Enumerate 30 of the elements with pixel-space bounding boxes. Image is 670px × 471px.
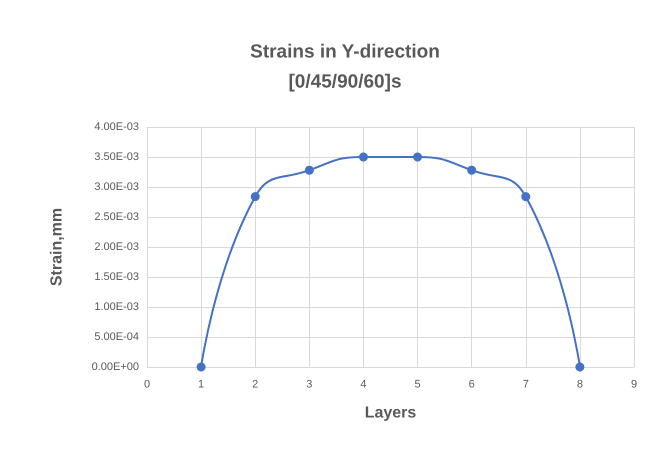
- y-tick-label: 0.00E+00: [92, 361, 139, 373]
- x-tick-label: 2: [252, 378, 258, 390]
- chart-title: Strains in Y-direction [0/45/90/60]s: [250, 42, 440, 92]
- x-tick-label: 7: [522, 378, 529, 390]
- point: [358, 152, 368, 162]
- point: [413, 152, 422, 162]
- x-tick-label: 9: [630, 378, 638, 390]
- point: [196, 362, 206, 372]
- y-tick-label: 5.00E-04: [94, 331, 139, 343]
- point: [575, 362, 584, 372]
- y-tick-label: 3.00E-03: [94, 181, 139, 193]
- y-tick-label: 2.50E-03: [94, 211, 139, 223]
- x-tick-label: 8: [576, 378, 583, 390]
- y-tick-label: 2.00E-03: [94, 241, 139, 253]
- x-tick-label: 5: [414, 378, 421, 390]
- y-tick-label: 3.50E-03: [94, 151, 139, 163]
- y-axis-title: Strain,mm: [48, 208, 66, 286]
- point: [250, 192, 260, 202]
- y-tick-label: 1.50E-03: [94, 271, 139, 283]
- x-axis-title: Layers: [364, 404, 416, 422]
- x-tick-label: 6: [468, 378, 475, 390]
- point: [304, 166, 314, 175]
- x-tick-label: 0: [144, 378, 150, 390]
- x-tick-label: 4: [360, 378, 367, 390]
- y-tick-label: 4.00E-03: [94, 121, 139, 133]
- point: [467, 166, 476, 175]
- x-tick-label: 1: [198, 378, 204, 390]
- y-tick-label: 1.00E-03: [94, 301, 139, 313]
- point: [521, 192, 530, 202]
- x-tick-label: 3: [306, 378, 312, 390]
